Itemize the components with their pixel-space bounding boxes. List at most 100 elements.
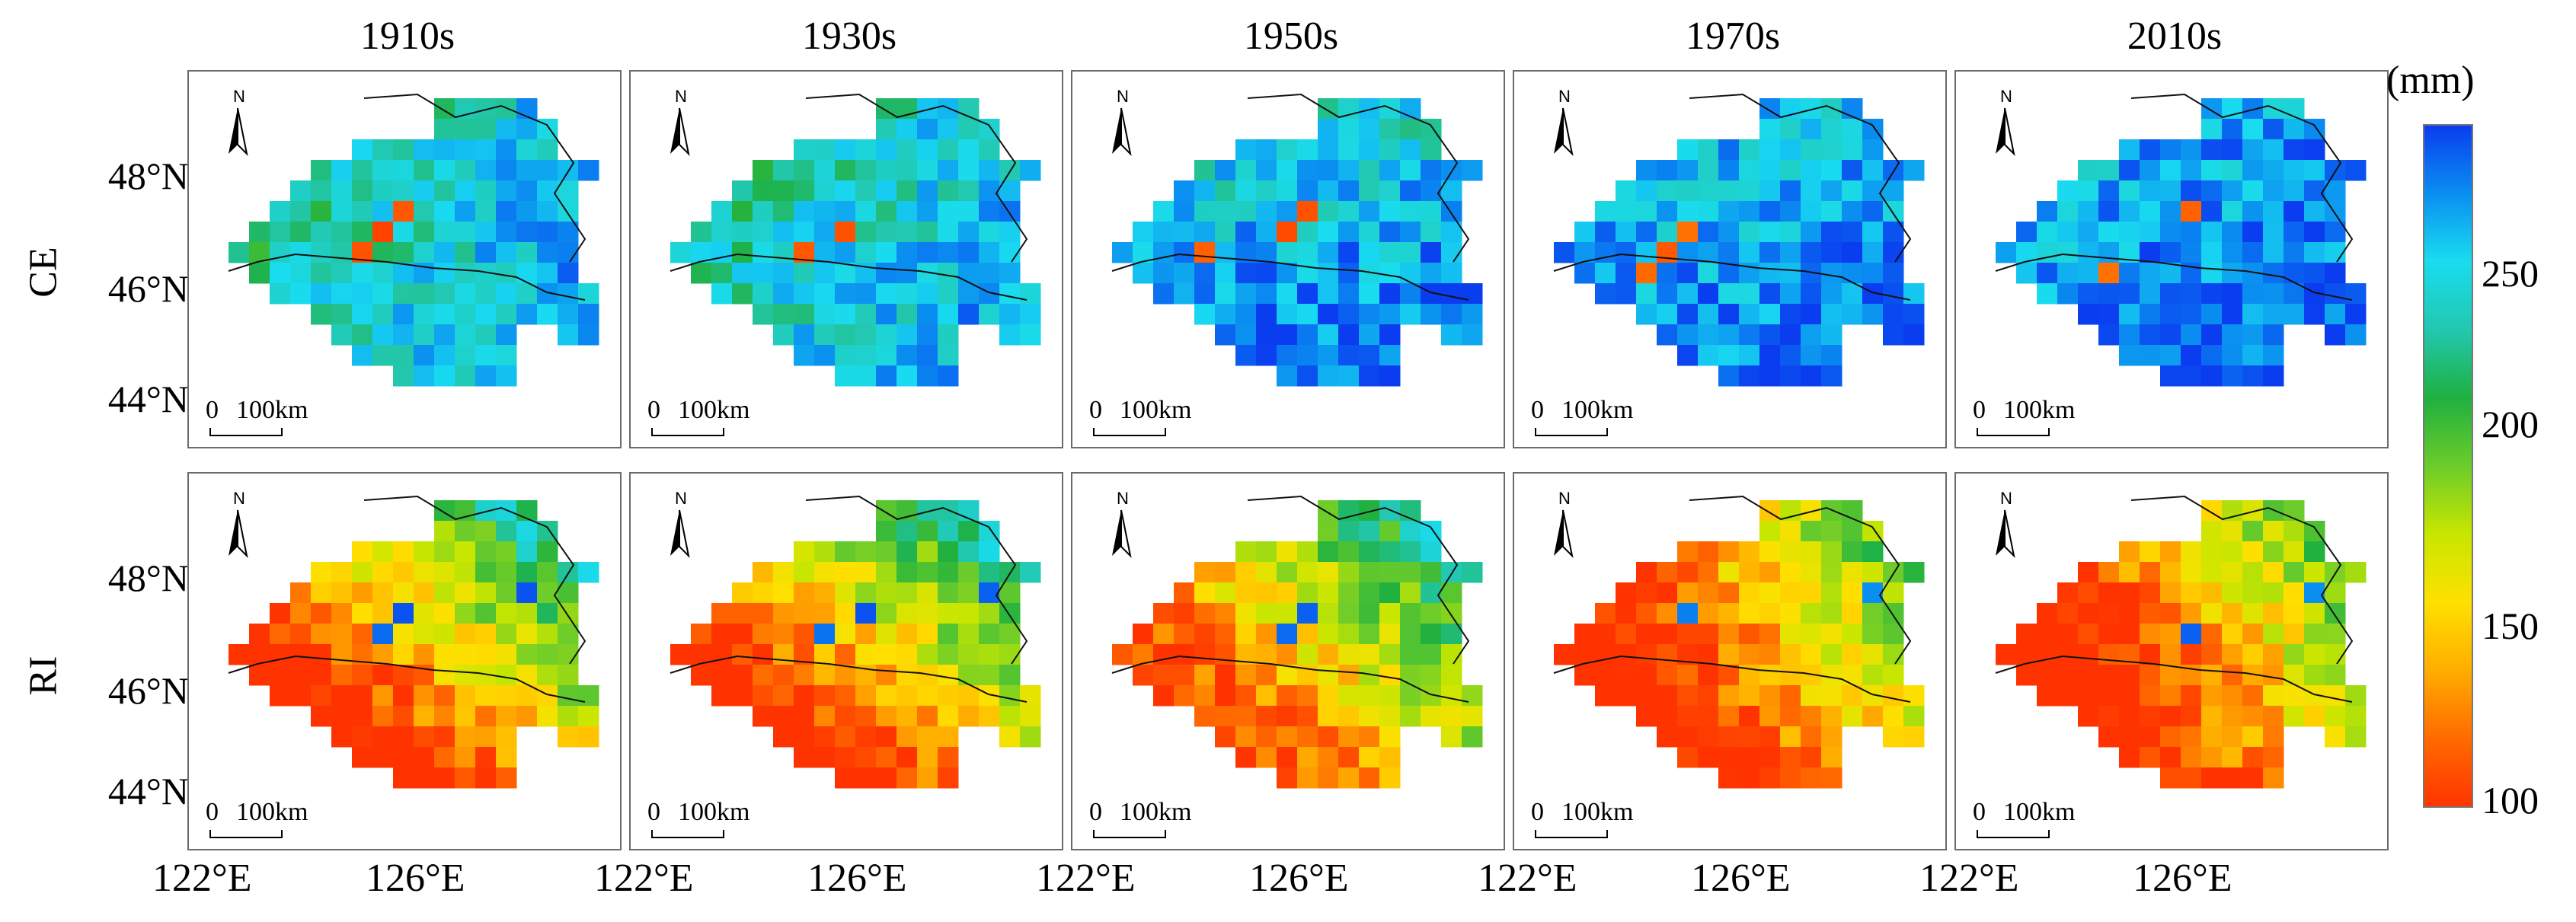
grid-cell <box>1636 562 1657 583</box>
grid-cell <box>496 685 517 707</box>
grid-cell <box>393 283 414 305</box>
grid-cell <box>1677 160 1699 181</box>
grid-cell <box>2325 603 2346 624</box>
grid-cell <box>2098 242 2120 263</box>
grid-cell <box>1359 767 1380 789</box>
grid-cell <box>1174 222 1195 243</box>
grid-cell <box>1421 603 1442 624</box>
grid-cell <box>1020 685 1041 707</box>
grid-cell <box>2222 603 2243 624</box>
grid-cell <box>979 706 1000 727</box>
grid-cell <box>773 624 794 645</box>
grid-cell <box>896 98 918 120</box>
grid-cell <box>2078 665 2099 686</box>
grid-cell <box>331 304 353 325</box>
grid-cell <box>1739 139 1760 161</box>
grid-cell <box>1883 201 1904 222</box>
grid-cell <box>1780 283 1801 305</box>
grid-cell <box>475 139 497 161</box>
province-boundary-south <box>670 655 1028 703</box>
grid-cell <box>1718 365 1740 387</box>
grid-cell <box>1801 685 1822 707</box>
grid-cell <box>1657 706 1678 727</box>
grid-cell <box>1441 603 1462 624</box>
grid-cell <box>1801 644 1822 665</box>
grid-cell <box>1759 180 1781 202</box>
grid-cell <box>2057 624 2079 645</box>
grid-cell <box>1718 726 1740 748</box>
grid-cell <box>2037 624 2058 645</box>
grid-cell <box>2098 685 2120 707</box>
grid-cell <box>711 665 733 686</box>
grid-cell <box>2057 685 2079 707</box>
grid-cell <box>917 500 938 522</box>
grid-cell <box>1759 767 1781 789</box>
grid-cell <box>1842 521 1863 542</box>
grid-cell <box>2098 644 2120 665</box>
grid-cell <box>1759 324 1781 346</box>
grid-cell <box>1277 603 1298 624</box>
grid-cell <box>1698 160 1719 181</box>
lat-label-48n-bottom: 48°N <box>107 557 189 599</box>
grid-cell <box>1235 283 1257 305</box>
grid-cell <box>496 180 517 202</box>
grid-cell <box>2345 304 2367 325</box>
grid-cell <box>331 644 353 665</box>
grid-cell <box>1297 726 1318 748</box>
grid-cell <box>773 180 794 202</box>
grid-cell <box>753 160 774 181</box>
grid-cell <box>270 242 291 263</box>
grid-cell <box>1379 541 1401 563</box>
grid-cell <box>1400 242 1421 263</box>
grid-cell <box>1821 345 1843 366</box>
lon-label-122e-5: 122°E <box>1919 857 2019 900</box>
grid-cell <box>794 139 815 161</box>
grid-cell <box>537 139 558 161</box>
grid-cell <box>2242 139 2264 161</box>
grid-cell <box>2119 222 2140 243</box>
grid-cell <box>1636 283 1657 305</box>
grid-cell <box>311 665 332 686</box>
grid-cell <box>1174 242 1195 263</box>
grid-cell <box>290 685 312 707</box>
grid-cell <box>794 304 815 325</box>
grid-cell <box>917 304 938 325</box>
lon-label-122e-2: 122°E <box>594 857 694 900</box>
grid-cell <box>331 160 353 181</box>
map-canvas: N0 100km <box>647 489 1041 838</box>
grid-cell <box>270 222 291 243</box>
grid-cell <box>999 283 1021 305</box>
grid-cell <box>1821 767 1843 789</box>
grid-cell <box>2284 304 2305 325</box>
grid-cell <box>2263 726 2284 748</box>
grid-cell <box>1780 345 1801 366</box>
map-canvas: N0 100km <box>206 87 599 436</box>
grid-cell <box>1359 324 1380 346</box>
grid-cell <box>1883 304 1904 325</box>
grid-cell <box>670 644 692 665</box>
grid-cell <box>1739 160 1760 181</box>
grid-cell <box>1421 541 1442 563</box>
grid-cell <box>393 562 414 583</box>
grid-cell <box>917 603 938 624</box>
grid-cell <box>2181 283 2202 305</box>
north-arrow-icon-right <box>2004 509 2015 559</box>
row-label-ri: RI <box>21 656 66 696</box>
grid-cell <box>1215 562 1236 583</box>
grid-cell <box>1297 345 1318 366</box>
grid-cell <box>331 324 353 346</box>
grid-cell <box>1739 283 1760 305</box>
grid-cell <box>1801 201 1822 222</box>
grid-cell <box>1338 500 1360 522</box>
grid-cell <box>1842 304 1863 325</box>
grid-cell <box>814 747 836 768</box>
grid-cell <box>475 726 497 748</box>
grid-cell <box>896 665 918 686</box>
grid-cell <box>979 160 1000 181</box>
grid-cell <box>1718 201 1740 222</box>
grid-cell <box>794 201 815 222</box>
grid-cell <box>1821 222 1843 243</box>
grid-cell <box>1400 582 1421 604</box>
grid-cell <box>372 160 394 181</box>
grid-cell <box>537 706 558 727</box>
